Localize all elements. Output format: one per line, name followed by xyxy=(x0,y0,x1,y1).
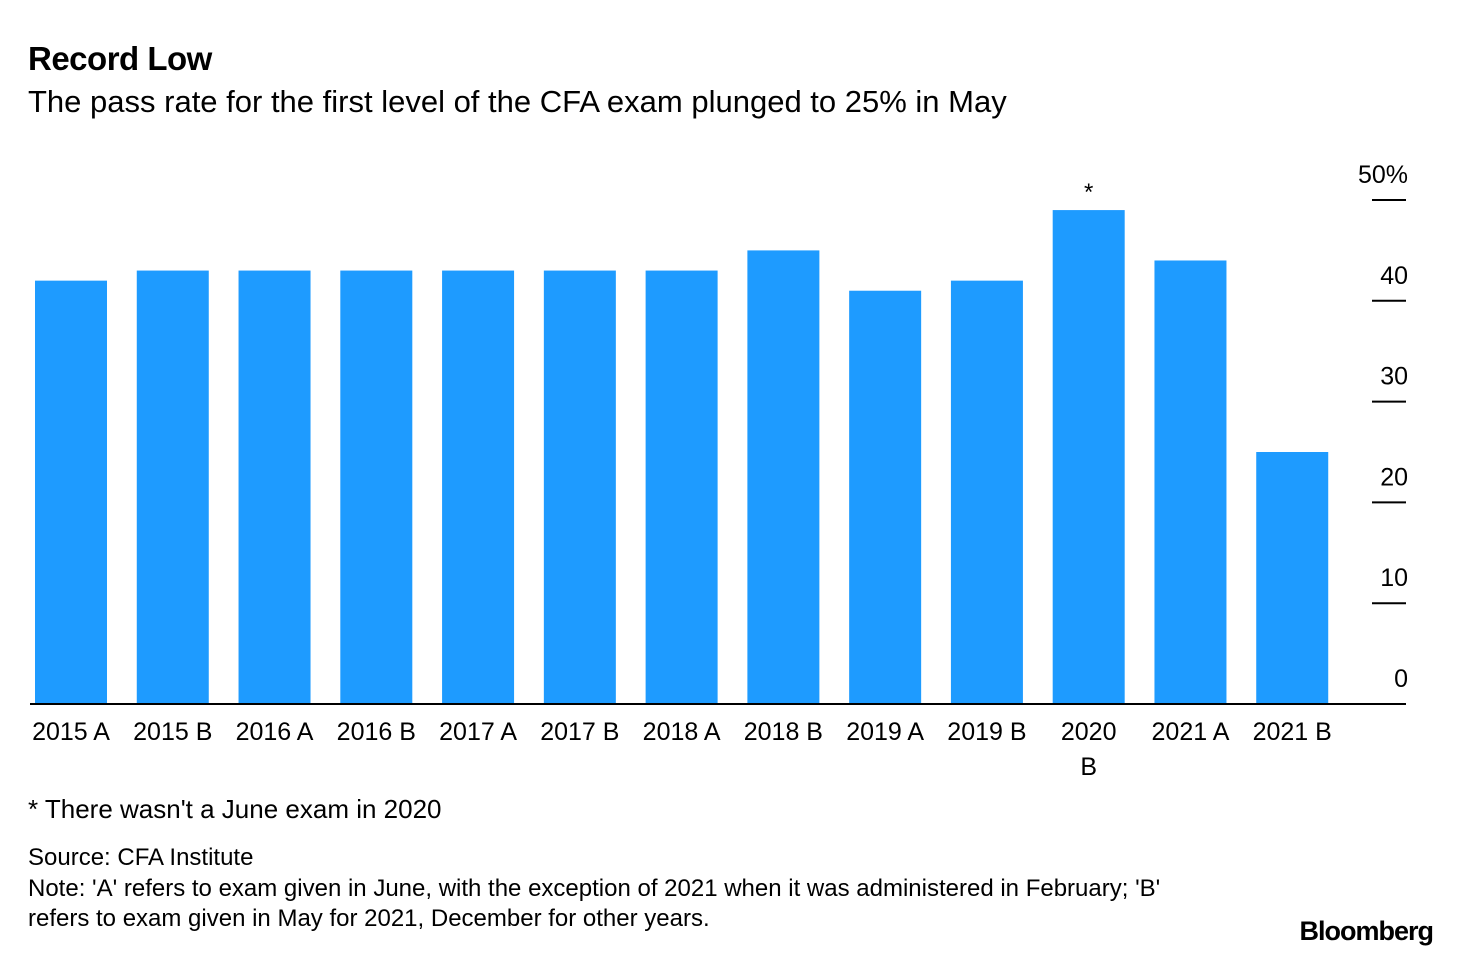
x-axis-labels: 2015 A 2015 B 2016 A 2016 B 2017 A 2017 B 2018… xyxy=(32,718,1332,781)
source-text: Source: CFA Institute xyxy=(28,844,254,871)
y-tick-label-50: 50% xyxy=(1358,161,1408,189)
x-tick-label-2017-b: 2017 B xyxy=(540,718,619,746)
bar-2017-a xyxy=(442,270,515,704)
y-tick-label-20: 20 xyxy=(1380,463,1408,491)
y-tick-label-40: 40 xyxy=(1380,262,1408,290)
bar-2021-a xyxy=(1154,260,1227,704)
x-tick-label-2019-a: 2019 A xyxy=(846,718,924,746)
bar-2020-b xyxy=(1052,210,1125,704)
bar-2021-b xyxy=(1256,452,1329,704)
x-tick-label-2018-b: 2018 B xyxy=(744,718,823,746)
bar-2015-a xyxy=(35,280,107,704)
annotations-group: * xyxy=(1084,179,1093,206)
chart-title: Record Low xyxy=(28,40,212,77)
chart-subtitle: The pass rate for the first level of the… xyxy=(28,84,1007,119)
bar-2018-a xyxy=(645,270,718,704)
y-tick-label-0: 0 xyxy=(1394,665,1408,693)
x-tick-label-2016-b: 2016 B xyxy=(337,718,416,746)
y-tick-label-10: 10 xyxy=(1380,564,1408,592)
annotation-asterisk: * xyxy=(1084,179,1093,206)
bar-2019-a xyxy=(849,290,922,704)
bar-2016-a xyxy=(238,270,311,704)
x-tick-label-2017-a: 2017 A xyxy=(439,718,517,746)
bar-2015-b xyxy=(136,270,209,704)
bars-group xyxy=(35,210,1329,704)
x-tick-label-2018-a: 2018 A xyxy=(643,718,721,746)
bar-2016-b xyxy=(340,270,413,704)
x-tick-label-2020-b: 2020 B xyxy=(1061,718,1117,781)
y-tick-label-30: 30 xyxy=(1380,363,1408,391)
x-tick-label-2015-a: 2015 A xyxy=(32,718,110,746)
bar-2017-b xyxy=(543,270,616,704)
bar-2018-b xyxy=(747,250,820,704)
y-axis: 0 10 20 30 40 50% xyxy=(1358,161,1408,693)
footnote: * There wasn't a June exam in 2020 xyxy=(28,794,442,824)
x-tick-label-2021-a: 2021 A xyxy=(1152,718,1230,746)
x-tick-label-2019-b: 2019 B xyxy=(947,718,1026,746)
x-tick-label-2021-b: 2021 B xyxy=(1253,718,1332,746)
bar-chart: 2015 A 2015 B 2016 A 2016 B 2017 A 2017 B 2018… xyxy=(30,161,1408,781)
note-text: Note: 'A' refers to exam given in June, … xyxy=(28,875,1161,932)
x-tick-label-2016-a: 2016 A xyxy=(236,718,314,746)
bloomberg-logo: Bloomberg xyxy=(1299,916,1434,946)
x-tick-label-2015-b: 2015 B xyxy=(133,718,212,746)
bar-2019-b xyxy=(950,280,1023,704)
